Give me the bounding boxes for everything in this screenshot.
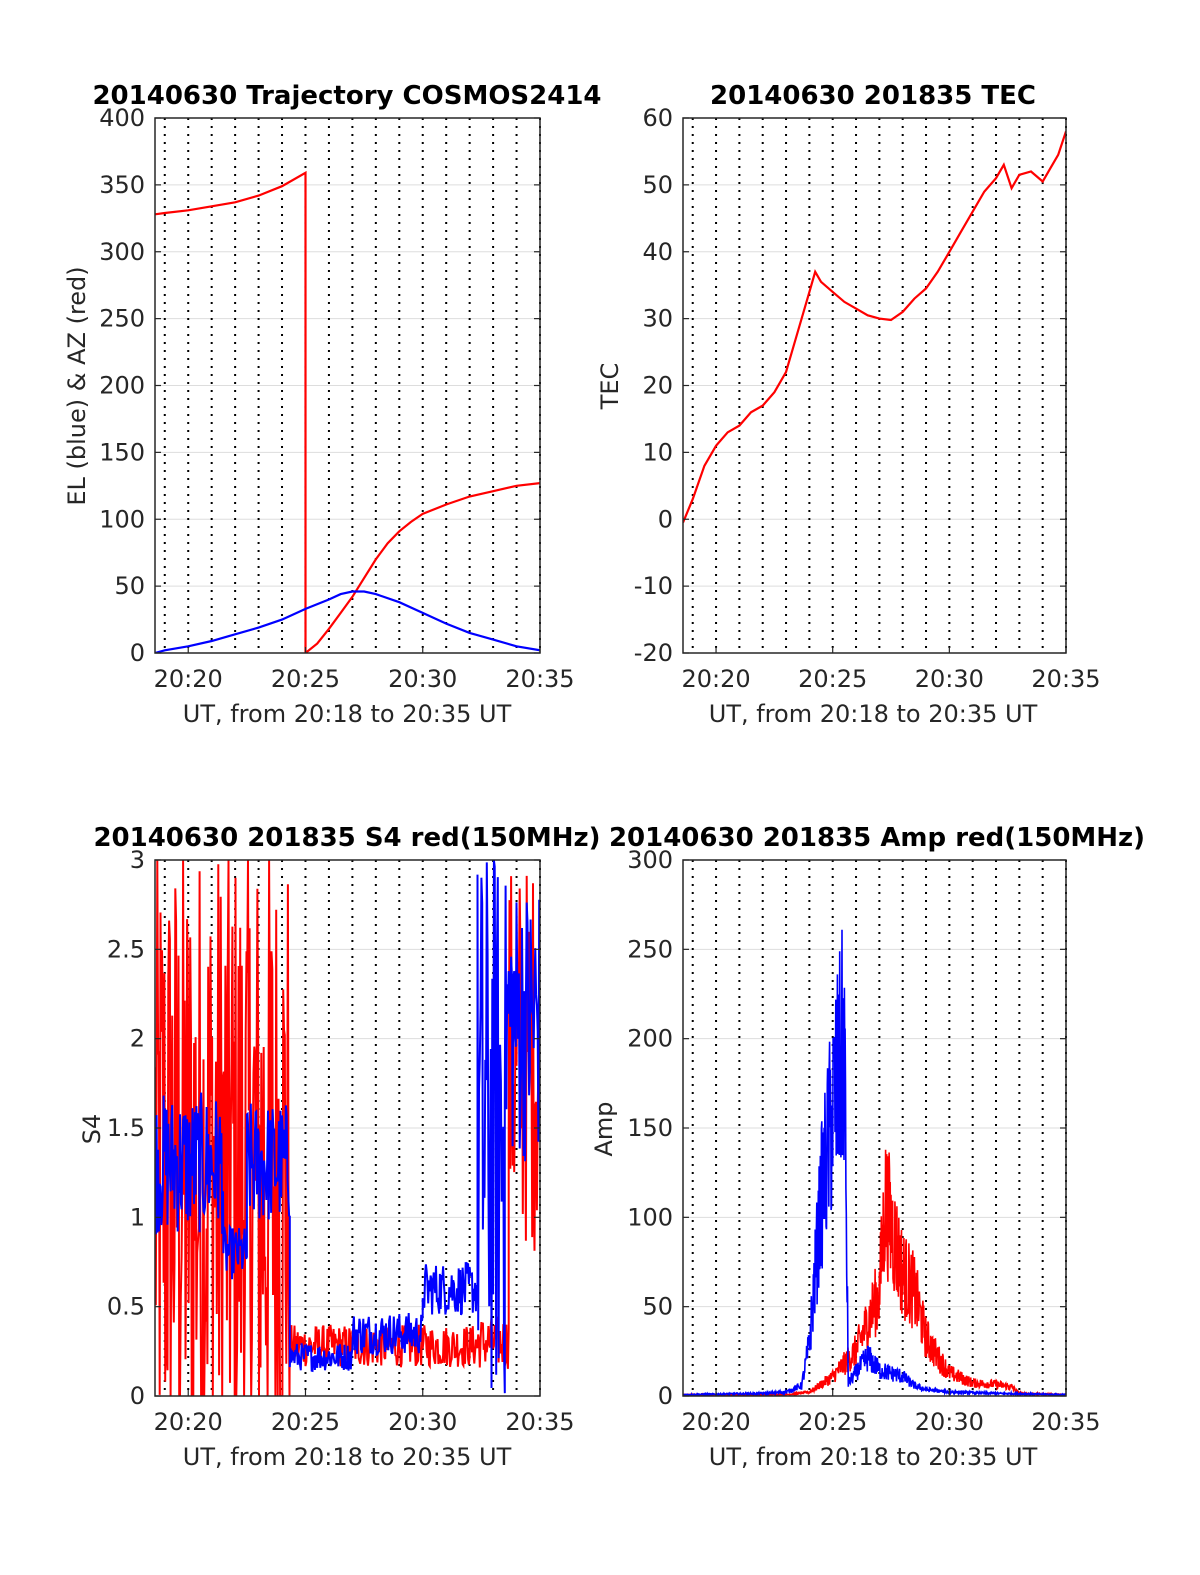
y-tick-label: 0	[130, 1382, 145, 1410]
panel-s4: 20140630 201835 S4 red(150MHz) S4 UT, fr…	[78, 823, 601, 1471]
x-tick-label: 20:35	[505, 1408, 574, 1436]
x-tick-label: 20:30	[388, 1408, 457, 1436]
y-tick-label: 2.5	[107, 935, 145, 963]
y-tick-label: 1.5	[107, 1114, 145, 1142]
y-tick-label: 400	[99, 104, 145, 132]
y-tick-label: 2	[130, 1025, 145, 1053]
panel-amp: 20140630 201835 Amp red(150MHz) Amp UT, …	[590, 823, 1145, 1471]
series-line-0	[683, 131, 1066, 524]
y-tick-label: 350	[99, 171, 145, 199]
series-line-1	[155, 860, 540, 1394]
x-tick-label: 20:25	[271, 665, 340, 693]
y-tick-label: 100	[99, 505, 145, 533]
series-line-1	[683, 929, 1066, 1396]
y-axis-label: S4	[78, 1114, 106, 1145]
y-tick-label: 0	[130, 639, 145, 667]
series-line-0	[155, 170, 540, 653]
y-tick-label: 150	[627, 1114, 673, 1142]
x-axis-label: UT, from 20:18 to 20:35 UT	[183, 1443, 512, 1471]
y-axis-label: Amp	[590, 1101, 618, 1156]
x-tick-label: 20:25	[798, 665, 867, 693]
x-tick-label: 20:35	[1031, 665, 1100, 693]
y-tick-label: 300	[99, 238, 145, 266]
x-tick-label: 20:30	[915, 665, 984, 693]
y-tick-label: 40	[642, 238, 673, 266]
y-tick-label: 20	[642, 372, 673, 400]
chart-title: 20140630 201835 S4 red(150MHz)	[93, 823, 600, 853]
y-tick-label: 100	[627, 1203, 673, 1231]
y-tick-label: 300	[627, 846, 673, 874]
y-tick-label: 50	[642, 171, 673, 199]
series-group	[155, 170, 540, 653]
y-tick-label: 50	[642, 1293, 673, 1321]
y-axis-label: TEC	[596, 363, 624, 411]
series-line-1	[155, 590, 540, 653]
y-tick-label: 0.5	[107, 1293, 145, 1321]
y-tick-label: 0	[658, 1382, 673, 1410]
series-group	[683, 929, 1066, 1396]
series-group	[683, 131, 1066, 524]
x-tick-label: 20:30	[915, 1408, 984, 1436]
x-tick-label: 20:20	[681, 1408, 750, 1436]
x-tick-label: 20:35	[505, 665, 574, 693]
y-tick-label: 250	[99, 305, 145, 333]
panel-tec: 20140630 201835 TEC TEC UT, from 20:18 t…	[596, 81, 1038, 728]
x-axis-label: UT, from 20:18 to 20:35 UT	[709, 1443, 1038, 1471]
y-tick-label: -10	[634, 572, 673, 600]
x-tick-label: 20:20	[154, 665, 223, 693]
x-tick-label: 20:35	[1031, 1408, 1100, 1436]
series-group	[155, 860, 540, 1396]
y-tick-label: -20	[634, 639, 673, 667]
plot-area: 0 50 100 150 200 250 300 20:20 20:25 20:30 20:35	[627, 846, 1100, 1436]
x-axis-label: UT, from 20:18 to 20:35 UT	[183, 700, 512, 728]
y-tick-label: 50	[114, 572, 145, 600]
y-tick-label: 3	[130, 846, 145, 874]
x-tick-label: 20:20	[681, 665, 750, 693]
y-tick-label: 1	[130, 1203, 145, 1231]
y-tick-label: 30	[642, 305, 673, 333]
chart-title: 20140630 Trajectory COSMOS2414	[92, 81, 601, 111]
x-axis-label: UT, from 20:18 to 20:35 UT	[709, 700, 1038, 728]
y-tick-label: 60	[642, 104, 673, 132]
x-tick-label: 20:20	[154, 1408, 223, 1436]
y-tick-label: 10	[642, 438, 673, 466]
y-tick-label: 200	[99, 372, 145, 400]
chart-title: 20140630 201835 TEC	[710, 81, 1036, 111]
y-tick-label: 150	[99, 438, 145, 466]
x-tick-label: 20:25	[798, 1408, 867, 1436]
y-tick-label: 0	[658, 505, 673, 533]
plot-area: 0 0.5 1 1.5 2 2.5 3 20:20 20:25 20:30 20:35	[107, 846, 575, 1436]
y-tick-label: 250	[627, 935, 673, 963]
x-tick-label: 20:25	[271, 1408, 340, 1436]
plot-area: -20 -10 0 10 20 30 40 50 60 20:20 20:25 20:30 20:35	[634, 104, 1101, 693]
x-tick-label: 20:30	[388, 665, 457, 693]
chart-title: 20140630 201835 Amp red(150MHz)	[609, 823, 1145, 853]
panel-trajectory: 20140630 Trajectory COSMOS2414 EL (blue)…	[63, 81, 602, 728]
plot-area: 0 50 100 150 200 250 300 350 400 20:20 20:25 20:30 2…	[99, 104, 574, 693]
y-tick-label: 200	[627, 1025, 673, 1053]
y-axis-label: EL (blue) & AZ (red)	[63, 266, 91, 505]
